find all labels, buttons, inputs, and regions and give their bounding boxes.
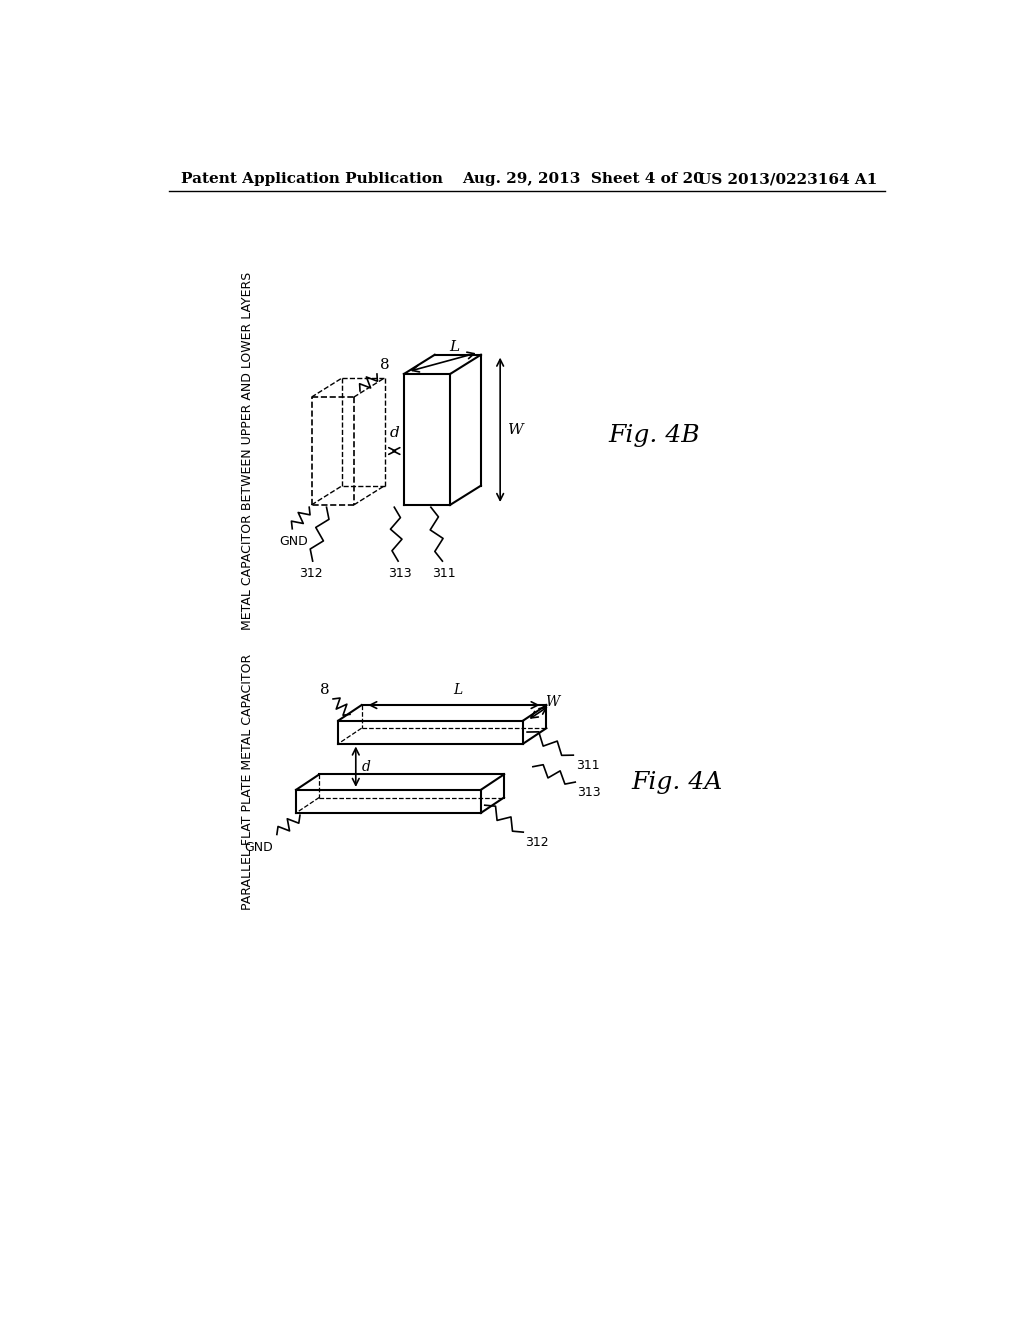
- Text: 311: 311: [575, 759, 599, 772]
- Text: 313: 313: [578, 785, 601, 799]
- Text: Fig. 4B: Fig. 4B: [608, 424, 699, 447]
- Text: PARALLEL FLAT PLATE METAL CAPACITOR: PARALLEL FLAT PLATE METAL CAPACITOR: [241, 653, 254, 911]
- Text: 312: 312: [299, 568, 323, 581]
- Text: 311: 311: [432, 568, 456, 581]
- Text: d: d: [389, 426, 399, 441]
- Text: L: L: [450, 341, 460, 354]
- Text: L: L: [454, 684, 463, 697]
- Text: US 2013/0223164 A1: US 2013/0223164 A1: [698, 172, 878, 186]
- Text: Fig. 4A: Fig. 4A: [631, 771, 722, 793]
- Text: Patent Application Publication: Patent Application Publication: [180, 172, 442, 186]
- Text: W: W: [545, 694, 559, 709]
- Text: METAL CAPACITOR BETWEEN UPPER AND LOWER LAYERS: METAL CAPACITOR BETWEEN UPPER AND LOWER …: [241, 272, 254, 630]
- Text: W: W: [508, 422, 523, 437]
- Text: GND: GND: [245, 841, 273, 854]
- Text: d: d: [361, 760, 371, 774]
- Text: Aug. 29, 2013  Sheet 4 of 20: Aug. 29, 2013 Sheet 4 of 20: [462, 172, 703, 186]
- Text: GND: GND: [280, 535, 308, 548]
- Text: 8: 8: [380, 359, 390, 372]
- Text: 8: 8: [319, 682, 330, 697]
- Text: 312: 312: [525, 836, 549, 849]
- Text: 313: 313: [388, 568, 412, 581]
